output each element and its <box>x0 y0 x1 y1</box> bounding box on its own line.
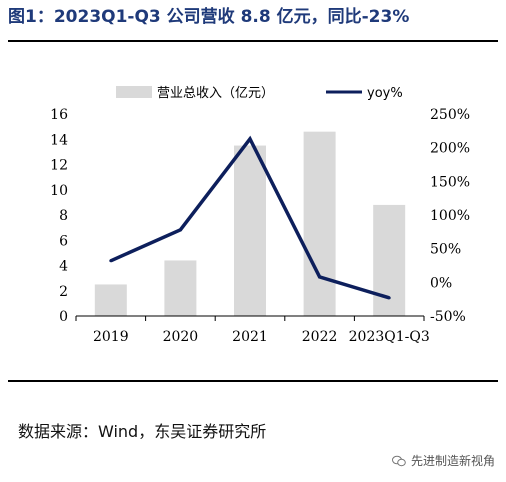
bar-2023Q1-Q3 <box>373 204 406 316</box>
y-left-tick-label: 6 <box>59 233 68 249</box>
yoy-point <box>387 296 391 300</box>
y-left-tick-label: 12 <box>50 158 68 174</box>
yoy-point <box>178 228 182 232</box>
y-left-tick-label: 10 <box>50 183 68 199</box>
yoy-point <box>109 259 113 263</box>
y-left-tick-label: 8 <box>59 208 68 224</box>
x-tick-label: 2019 <box>93 329 129 345</box>
legend-bar-label: 营业总收入（亿元） <box>157 86 274 101</box>
bar-2020 <box>164 260 197 316</box>
bar-2019 <box>94 284 127 316</box>
y-right-tick-label: 250% <box>430 107 470 123</box>
chart-title: 图1：2023Q1-Q3 公司营收 8.8 亿元，同比-23% <box>8 7 410 27</box>
y-right-tick-label: 150% <box>430 174 470 190</box>
legend: 营业总收入（亿元） yoy% <box>116 86 403 101</box>
legend-line-label: yoy% <box>367 86 403 101</box>
y-left-tick-label: 2 <box>59 284 68 300</box>
wechat-icon <box>392 455 406 466</box>
data-source-note: 数据来源：Wind，东吴证券研究所 <box>18 422 267 441</box>
x-tick-label: 2023Q1-Q3 <box>349 329 430 345</box>
y-left-tick-label: 4 <box>59 259 68 275</box>
y-right-tick-label: 200% <box>430 141 470 157</box>
watermark-text: 先进制造新视角 <box>411 454 496 468</box>
yoy-point <box>318 275 322 279</box>
combo-chart: 营业总收入（亿元） yoy% 0 2 4 6 8 10 12 14 16 -50% 0% 50% 100… <box>50 86 470 345</box>
y-right-tick-label: 50% <box>430 242 461 258</box>
bottom-divider <box>8 380 498 382</box>
y-right-tick-label: 100% <box>430 208 470 224</box>
legend-bar-swatch <box>116 86 152 98</box>
bar-2022 <box>303 131 336 316</box>
y-right-tick-label: 0% <box>430 275 452 291</box>
watermark: 先进制造新视角 <box>392 452 495 469</box>
top-divider <box>8 40 498 42</box>
y-left-tick-label: 16 <box>50 107 68 123</box>
plot-area: 0 2 4 6 8 10 12 14 16 -50% 0% 50% 100% 150% 200% 250% 20… <box>50 107 470 345</box>
y-left-tick-label: 0 <box>59 309 68 325</box>
yoy-point <box>248 137 252 141</box>
x-tick-label: 2020 <box>163 329 199 345</box>
bar-2021 <box>234 145 266 316</box>
x-tick-label: 2022 <box>302 329 338 345</box>
y-right-tick-label: -50% <box>430 309 466 325</box>
y-left-tick-label: 14 <box>50 132 68 148</box>
x-tick-label: 2021 <box>232 329 268 345</box>
